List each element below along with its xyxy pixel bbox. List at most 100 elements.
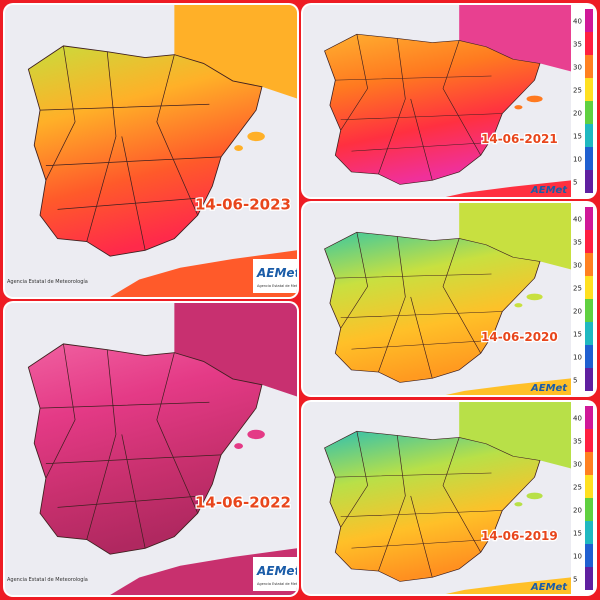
france bbox=[459, 402, 573, 469]
legend-swatch bbox=[585, 276, 593, 299]
africa bbox=[445, 577, 573, 594]
legend-swatch bbox=[585, 170, 593, 193]
legend-swatch bbox=[585, 101, 593, 124]
legend-swatch bbox=[585, 452, 593, 475]
iberia bbox=[27, 45, 263, 257]
legend-label: 20 bbox=[573, 507, 582, 515]
map-shapes bbox=[324, 5, 573, 197]
legend-label: 40 bbox=[573, 216, 582, 224]
legend-label: 15 bbox=[573, 331, 582, 339]
logo: AEMet bbox=[530, 185, 568, 196]
legend-label: 25 bbox=[573, 285, 582, 293]
iberia bbox=[27, 343, 263, 555]
map-panel: 14-06-2019 AEMet 40 35 30 25 20 15 10 5 bbox=[303, 402, 595, 594]
island bbox=[526, 492, 543, 500]
legend-swatch bbox=[585, 9, 593, 32]
legend-label: 40 bbox=[573, 18, 582, 26]
map-panel: 14-06-2022 AEMet Agencia Estatal de Meteor… bbox=[5, 303, 297, 595]
map: 14-06-2019 AEMet 40 35 30 25 20 15 10 5 bbox=[303, 402, 595, 594]
logo: AEMet bbox=[530, 582, 568, 593]
legend-swatch bbox=[585, 230, 593, 253]
logo-box bbox=[253, 259, 297, 293]
legend-swatch bbox=[585, 475, 593, 498]
legend-label: 30 bbox=[573, 262, 582, 270]
legend-label: 5 bbox=[573, 377, 577, 385]
legend-label: 10 bbox=[573, 553, 582, 561]
france bbox=[459, 5, 573, 72]
map-shapes bbox=[27, 5, 297, 297]
legend-swatch bbox=[585, 32, 593, 55]
legend-swatch bbox=[585, 147, 593, 170]
agency: Agencia Estatal de Meteorología bbox=[257, 284, 297, 288]
legend-label: 25 bbox=[573, 87, 582, 95]
map-shapes bbox=[324, 402, 573, 594]
island bbox=[514, 105, 523, 110]
map: 14-06-2020 AEMet 40 35 30 25 20 15 10 5 bbox=[303, 203, 595, 395]
island bbox=[514, 303, 523, 308]
legend-swatch bbox=[585, 253, 593, 276]
legend-swatch bbox=[585, 368, 593, 391]
legend-label: 5 bbox=[573, 179, 577, 187]
map-panel: 14-06-2023 AEMet Agencia Estatal de Meteor… bbox=[5, 5, 297, 297]
legend-swatch bbox=[585, 322, 593, 345]
legend-swatch bbox=[585, 299, 593, 322]
date-label: 14-06-2021 bbox=[481, 132, 558, 146]
agency-footer: Agencia Estatal de Meteorología bbox=[7, 278, 88, 285]
france bbox=[459, 203, 573, 270]
legend-swatch bbox=[585, 406, 593, 429]
legend-label: 35 bbox=[573, 41, 582, 49]
map-shapes bbox=[324, 203, 573, 395]
island bbox=[514, 502, 523, 507]
legend-swatch bbox=[585, 124, 593, 147]
legend-label: 20 bbox=[573, 308, 582, 316]
legend-swatch bbox=[585, 521, 593, 544]
legend-label: 40 bbox=[573, 415, 582, 423]
map: 14-06-2022 AEMet Agencia Estatal de Meteor… bbox=[5, 303, 297, 595]
legend-label: 10 bbox=[573, 156, 582, 164]
map-panel: 14-06-2020 AEMet 40 35 30 25 20 15 10 5 bbox=[303, 203, 595, 395]
legend-swatch bbox=[585, 544, 593, 567]
legend-label: 20 bbox=[573, 110, 582, 118]
france bbox=[174, 5, 297, 99]
legend-swatch bbox=[585, 345, 593, 368]
legend-swatch bbox=[585, 55, 593, 78]
legend-label: 25 bbox=[573, 484, 582, 492]
legend-swatch bbox=[585, 207, 593, 230]
island bbox=[234, 145, 243, 151]
legend-label: 15 bbox=[573, 530, 582, 538]
legend-label: 15 bbox=[573, 133, 582, 141]
island bbox=[526, 293, 543, 301]
africa bbox=[110, 548, 297, 595]
map: 14-06-2021 AEMet 40 35 30 25 20 15 10 5 bbox=[303, 5, 595, 197]
map-panel: 14-06-2021 AEMet 40 35 30 25 20 15 10 5 bbox=[303, 5, 595, 197]
island bbox=[247, 131, 265, 142]
island bbox=[234, 443, 243, 449]
date-label: 14-06-2022 bbox=[195, 493, 291, 511]
map-shapes bbox=[27, 303, 297, 595]
legend-swatch bbox=[585, 429, 593, 452]
borders bbox=[335, 232, 503, 379]
africa bbox=[445, 378, 573, 395]
island bbox=[247, 429, 265, 440]
africa bbox=[445, 180, 573, 197]
legend-label: 30 bbox=[573, 461, 582, 469]
logo: AEMet bbox=[256, 266, 297, 280]
logo-box bbox=[253, 557, 297, 591]
legend-label: 10 bbox=[573, 354, 582, 362]
legend-label: 35 bbox=[573, 438, 582, 446]
legend-label: 30 bbox=[573, 64, 582, 72]
borders bbox=[40, 343, 222, 549]
legend-label: 35 bbox=[573, 239, 582, 247]
logo: AEMet bbox=[530, 383, 568, 394]
iberia bbox=[324, 231, 541, 383]
legend-swatch bbox=[585, 78, 593, 101]
legend-swatch bbox=[585, 567, 593, 590]
borders bbox=[335, 34, 503, 181]
island bbox=[526, 95, 543, 103]
logo: AEMet bbox=[256, 564, 297, 578]
date-label: 14-06-2019 bbox=[481, 529, 558, 543]
date-label: 14-06-2023 bbox=[195, 195, 291, 213]
agency-footer: Agencia Estatal de Meteorología bbox=[7, 576, 88, 583]
map: 14-06-2023 AEMet Agencia Estatal de Meteor… bbox=[5, 5, 297, 297]
borders bbox=[40, 45, 222, 251]
